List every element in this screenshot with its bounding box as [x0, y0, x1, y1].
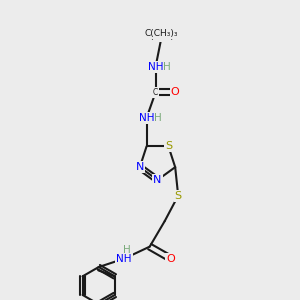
Text: NH: NH — [139, 113, 154, 123]
Text: H: H — [163, 62, 171, 72]
Text: C: C — [153, 88, 158, 97]
Text: H: H — [154, 113, 162, 123]
Text: O: O — [171, 87, 179, 98]
Text: S: S — [165, 141, 172, 152]
Text: C(CH₃)₃: C(CH₃)₃ — [145, 32, 178, 41]
Text: O: O — [166, 254, 175, 264]
Text: N: N — [136, 162, 144, 172]
Text: H: H — [123, 245, 130, 255]
Text: C(CH₃)₃: C(CH₃)₃ — [145, 29, 178, 38]
Text: N: N — [153, 175, 162, 185]
Text: NH: NH — [116, 254, 132, 264]
Text: NH: NH — [148, 62, 163, 72]
Text: S: S — [175, 190, 182, 201]
